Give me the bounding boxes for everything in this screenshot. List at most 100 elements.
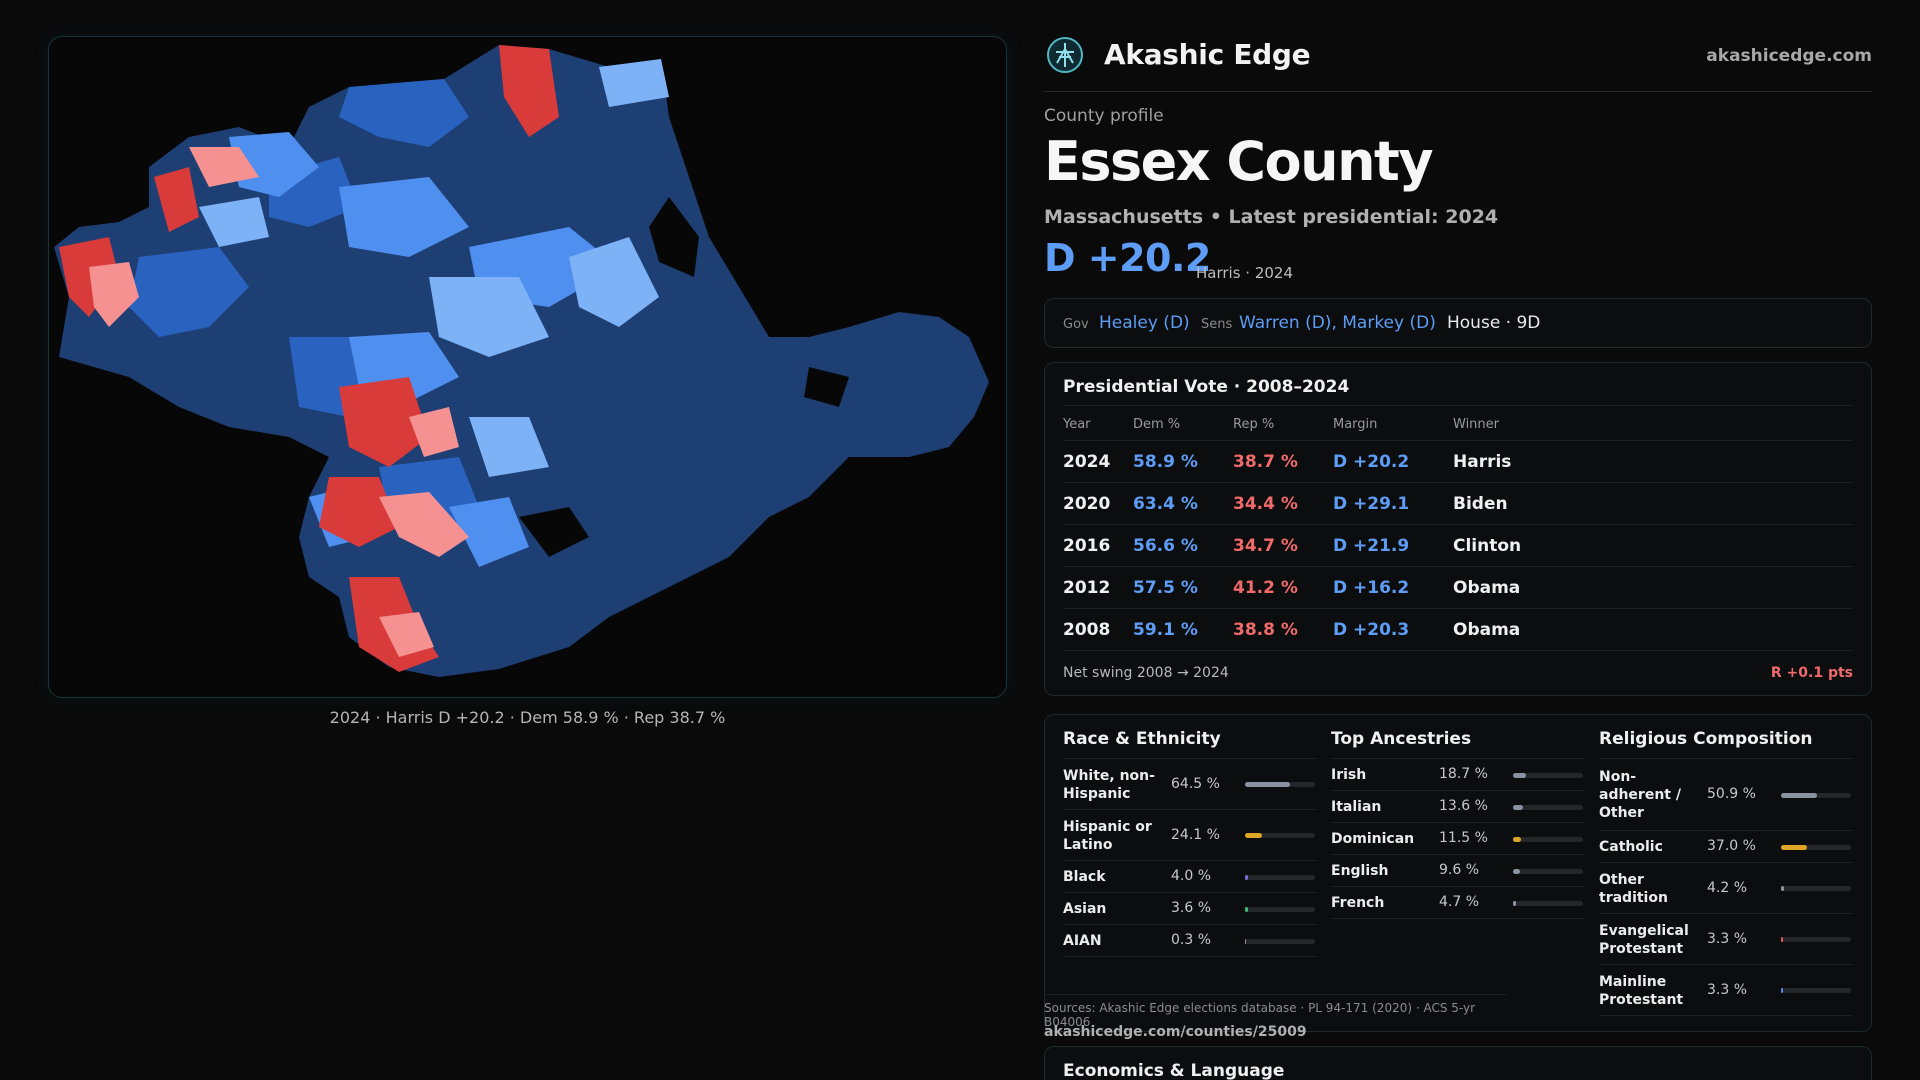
house-value: House · 9D [1447, 313, 1541, 333]
row-year: 2012 [1063, 578, 1111, 598]
akashic-logo-icon[interactable] [1046, 36, 1084, 74]
row-year: 2008 [1063, 620, 1111, 640]
demographic-bar-fill [1245, 833, 1262, 838]
map-region-tilt-dem [599, 59, 669, 107]
row-year: 2024 [1063, 452, 1111, 472]
county-map[interactable] [48, 36, 1007, 698]
map-region-lean-rep [379, 492, 469, 557]
row-rep: 34.4 % [1233, 494, 1298, 514]
brand-url[interactable]: akashicedge.com [1706, 46, 1872, 66]
demographic-bar-fill [1513, 804, 1523, 810]
demographic-value: 11.5 % [1439, 830, 1488, 846]
demographic-row: Hispanic or Latino 24.1 % [1063, 810, 1317, 861]
source-url-link[interactable]: akashicedge.com/counties/25009 [1044, 1024, 1307, 1040]
demographic-value: 64.5 % [1171, 775, 1220, 792]
demographic-value: 37.0 % [1707, 838, 1756, 854]
demographic-bar-fill [1781, 988, 1784, 993]
map-region-dem [129, 247, 249, 337]
row-dem: 58.9 % [1133, 452, 1198, 472]
row-margin: D +29.1 [1333, 494, 1410, 514]
table-row: 2008 59.1 % 38.8 % D +20.3 Obama [1063, 609, 1853, 651]
demographic-row: Mainline Protestant 3.3 % [1599, 965, 1853, 1016]
demographic-label: Catholic [1599, 839, 1663, 855]
demographic-label: Italian [1331, 799, 1382, 815]
map-base-region [54, 45, 989, 677]
presidential-title: Presidential Vote · 2008–2024 [1063, 377, 1350, 397]
demographic-label: Mainline Protestant [1599, 973, 1684, 1008]
table-row: 2012 57.5 % 41.2 % D +16.2 Obama [1063, 567, 1853, 609]
table-row: 2016 56.6 % 34.7 % D +21.9 Clinton [1063, 525, 1853, 567]
gov-value: Healey (D) [1099, 313, 1190, 333]
demographic-bar-fill [1513, 900, 1517, 906]
demographic-value: 3.3 % [1707, 981, 1748, 998]
demographic-label: Irish [1331, 767, 1367, 783]
row-dem: 63.4 % [1133, 494, 1198, 514]
table-row: 2020 63.4 % 34.4 % D +29.1 Biden [1063, 483, 1853, 525]
sens-label: Sens [1201, 317, 1233, 332]
sens-value: Warren (D), Markey (D) [1239, 313, 1436, 333]
headline-margin-note: Harris · 2024 [1196, 264, 1294, 282]
county-profile-panel: Akashic Edge akashicedge.com County prof… [1044, 0, 1872, 1080]
demographic-row: Dominican 11.5 % [1331, 823, 1585, 855]
map-coast-inlet [804, 367, 849, 407]
map-region-rep [319, 477, 399, 547]
gov-label: Gov [1063, 317, 1089, 332]
demographic-bar-track [1513, 804, 1583, 810]
map-coast-inlet [519, 507, 589, 557]
row-winner: Harris [1453, 452, 1512, 472]
map-region-rep [499, 45, 559, 137]
table-row: 2024 58.9 % 38.7 % D +20.2 Harris [1063, 441, 1853, 483]
map-region-rep [154, 167, 199, 232]
demographic-row: Asian 3.6 % [1063, 893, 1317, 925]
row-rep: 41.2 % [1233, 578, 1298, 598]
demographic-row: AIAN 0.3 % [1063, 925, 1317, 957]
map-region-lean-dem [339, 177, 469, 257]
demographic-row: English 9.6 % [1331, 855, 1585, 887]
demographic-label: Hispanic or Latino [1063, 818, 1152, 853]
map-caption: 2024 · Harris D +20.2 · Dem 58.9 % · Rep… [329, 708, 726, 727]
net-swing-value: R +0.1 pts [1770, 665, 1853, 681]
demographic-bar-track [1513, 868, 1583, 874]
row-dem: 56.6 % [1133, 536, 1198, 556]
precinct-map-svg[interactable] [49, 37, 1007, 698]
demographic-row: Italian 13.6 % [1331, 791, 1585, 823]
map-region-tilt-dem [569, 237, 659, 327]
demographic-bar-fill [1245, 782, 1291, 787]
demographic-bar-track [1245, 833, 1315, 838]
demographic-row: White, non-Hispanic 64.5 % [1063, 759, 1317, 810]
demographic-bar-track [1245, 782, 1315, 787]
row-dem: 57.5 % [1133, 578, 1198, 598]
map-region-rep [339, 377, 429, 467]
brand-name[interactable]: Akashic Edge [1104, 38, 1311, 71]
row-year: 2016 [1063, 536, 1111, 556]
demographic-row: Black 4.0 % [1063, 861, 1317, 893]
demographic-bar-fill [1781, 886, 1784, 891]
demographic-value: 4.2 % [1707, 879, 1748, 896]
col-rep: Rep % [1233, 417, 1275, 432]
demographic-bar-track [1245, 874, 1315, 880]
row-rep: 34.7 % [1233, 536, 1298, 556]
demographic-label: AIAN [1063, 933, 1102, 949]
demographic-row: Evangelical Protestant 3.3 % [1599, 914, 1853, 965]
demographic-bar-fill [1513, 868, 1520, 874]
demographic-label: Black [1063, 869, 1106, 885]
officials-bar: Gov Healey (D) Sens Warren (D), Markey (… [1044, 298, 1872, 348]
demographic-value: 9.6 % [1439, 862, 1480, 878]
demographic-value: 3.3 % [1707, 930, 1748, 947]
religion-title: Religious Composition [1599, 729, 1853, 759]
profile-subtitle: Massachusetts • Latest presidential: 202… [1044, 206, 1499, 228]
economics-title: Economics & Language [1063, 1061, 1285, 1080]
demographic-bar-track [1781, 937, 1851, 942]
demographic-bar-fill [1781, 844, 1807, 850]
demographic-bar-fill [1245, 906, 1248, 912]
demographic-bar-fill [1245, 874, 1248, 880]
row-rep: 38.7 % [1233, 452, 1298, 472]
row-margin: D +21.9 [1333, 536, 1410, 556]
demographic-bar-track [1781, 844, 1851, 850]
demographic-row: French 4.7 % [1331, 887, 1585, 919]
row-rep: 38.8 % [1233, 620, 1298, 640]
presidential-vote-card: Presidential Vote · 2008–2024 Year Dem %… [1044, 362, 1872, 696]
ancestry-column: Top Ancestries Irish 18.7 % Italian 13.6 % D… [1331, 729, 1585, 919]
col-year: Year [1063, 417, 1091, 432]
demographic-value: 4.0 % [1171, 868, 1212, 884]
